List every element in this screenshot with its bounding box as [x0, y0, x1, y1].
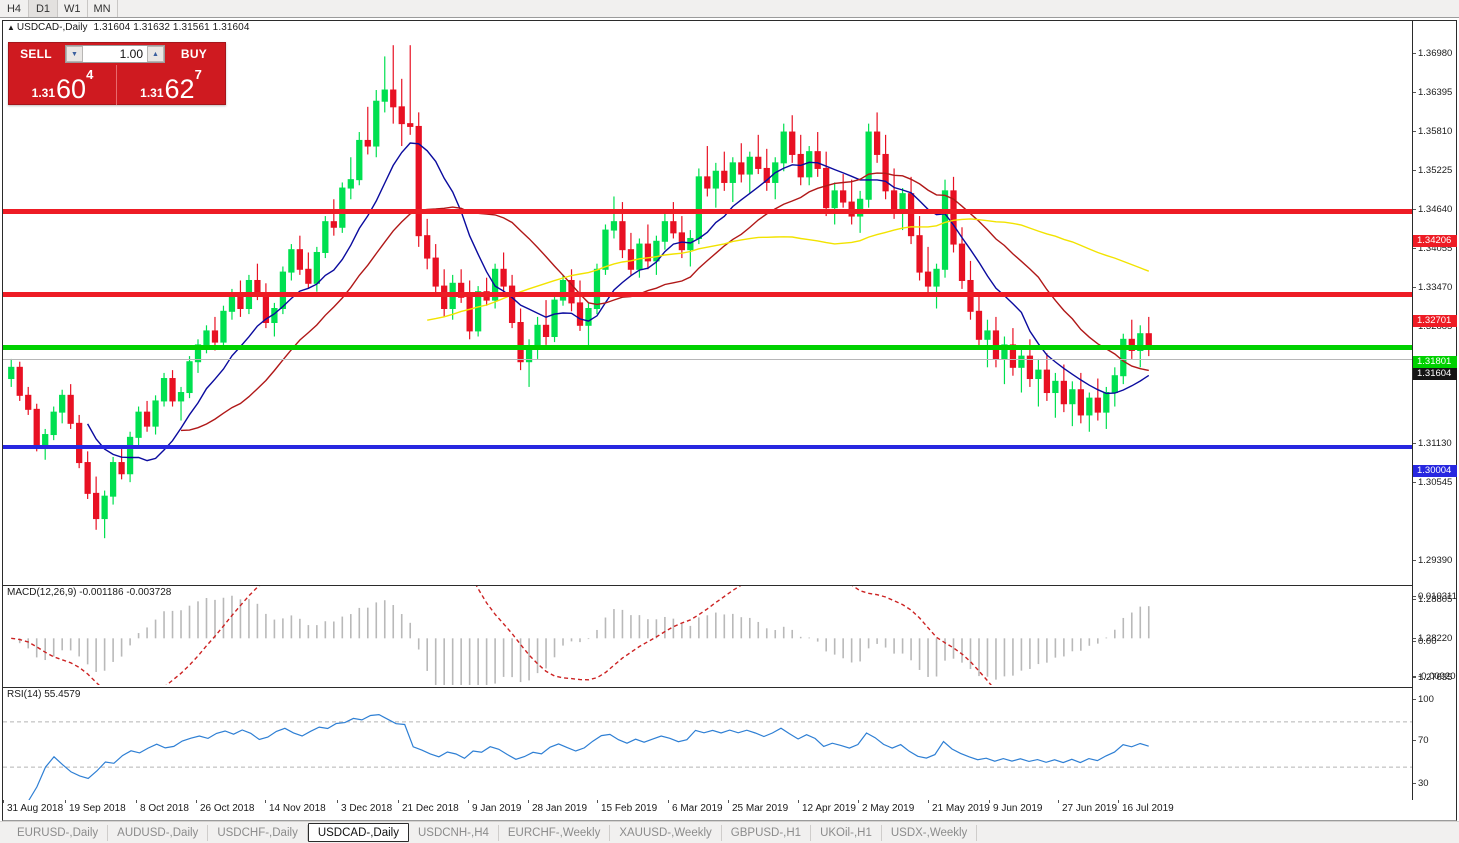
sell-price-prefix: 1.31 [31, 86, 56, 100]
sell-price-main: 60 [56, 74, 87, 104]
timeframe-toolbar: H4 D1 W1 MN [0, 0, 1459, 18]
chart-tabs-bar: EURUSD-,Daily AUDUSD-,Daily USDCHF-,Daily U… [0, 821, 1459, 843]
chevron-down-icon[interactable]: ▼ [66, 46, 83, 62]
chart-frame: ▲ USDCAD-,Daily 1.31604 1.31632 1.31561 1.… [2, 20, 1457, 822]
date-label: 31 Aug 2018 [2, 800, 64, 814]
rsi-label: RSI(14) 55.4579 [7, 689, 81, 700]
date-label: 12 Apr 2019 [798, 800, 856, 814]
chart-tab-gbpusd[interactable]: GBPUSD-,H1 [722, 824, 812, 841]
level-line-support-blue[interactable] [3, 445, 1414, 449]
date-label: 2 May 2019 [857, 800, 915, 814]
price-tick: 1.30545 [1413, 477, 1457, 488]
date-label: 28 Jan 2019 [527, 800, 588, 814]
level-line-support-green[interactable] [3, 345, 1414, 350]
rsi-plot [3, 713, 1414, 801]
date-axis: 31 Aug 2018 19 Sep 2018 8 Oct 2018 26 Oct 2… [2, 800, 1457, 821]
sell-price-fraction: 4 [86, 67, 94, 82]
timeframe-w1[interactable]: W1 [58, 0, 88, 17]
chart-tab-usdx[interactable]: USDX-,Weekly [882, 824, 978, 841]
price-tick: 1.34055 [1413, 243, 1457, 254]
level-line-resistance-1[interactable] [3, 209, 1414, 214]
chart-symbol-title: USDCAD-,Daily [16, 22, 88, 33]
chart-tab-eurusd[interactable]: EURUSD-,Daily [8, 824, 109, 841]
price-tick: 1.28805 [1413, 594, 1457, 605]
buy-price-display[interactable]: 1.31 62 7 [117, 65, 225, 105]
lot-size-stepper[interactable]: ▼ 1.00 ▲ [65, 45, 165, 63]
buy-button[interactable]: BUY [180, 47, 208, 61]
date-label: 9 Jun 2019 [989, 800, 1043, 814]
timeframe-d1[interactable]: D1 [29, 0, 58, 17]
chart-tab-usdcnh[interactable]: USDCNH-,H4 [409, 824, 499, 841]
chart-ohlc-values: 1.31604 1.31632 1.31561 1.31604 [93, 22, 250, 33]
price-tick: 1.29390 [1413, 555, 1457, 566]
rsi-tick: 100 [1413, 694, 1457, 705]
candlestick-plot [8, 45, 1152, 539]
triangle-up-icon[interactable]: ▲ [7, 23, 15, 32]
date-label: 9 Jan 2019 [468, 800, 522, 814]
date-label: 3 Dec 2018 [336, 800, 393, 814]
price-tick: 1.35810 [1413, 126, 1457, 137]
buy-price-prefix: 1.31 [140, 86, 164, 100]
date-label: 16 Jul 2019 [1118, 800, 1174, 814]
trade-controls-row: SELL ▼ 1.00 ▲ BUY [9, 43, 225, 65]
price-badge-blue: 1.30004 [1413, 465, 1457, 477]
lot-size-input[interactable]: 1.00 [83, 47, 147, 61]
buy-price-fraction: 7 [194, 67, 202, 82]
price-badge-red: 1.34206 [1413, 235, 1457, 247]
price-tick: 1.36395 [1413, 87, 1457, 98]
price-badge-black: 1.31604 [1413, 368, 1457, 380]
chevron-up-icon[interactable]: ▲ [147, 46, 164, 62]
macd-tick: 0.00 [1413, 636, 1457, 647]
price-pane[interactable] [3, 34, 1414, 583]
chart-tab-usdchf[interactable]: USDCHF-,Daily [208, 824, 308, 841]
macd-pane[interactable]: MACD(12,26,9) -0.001186 -0.003728 [3, 585, 1414, 685]
date-label: 8 Oct 2018 [136, 800, 189, 814]
macd-tick: -0.00920 [1413, 671, 1457, 682]
rsi-tick: 30 [1413, 778, 1457, 789]
level-line-resistance-2[interactable] [3, 292, 1414, 297]
buy-price-main: 62 [164, 74, 195, 104]
date-label: 21 May 2019 [928, 800, 990, 814]
price-tick: 1.34640 [1413, 204, 1457, 215]
price-tick: 1.33470 [1413, 282, 1457, 293]
date-label: 15 Feb 2019 [596, 800, 658, 814]
macd-tick: 0.010311 [1413, 591, 1457, 602]
price-badge-green: 1.31801 [1413, 356, 1457, 368]
macd-plot [11, 586, 1150, 685]
timeframe-h4[interactable]: H4 [0, 0, 29, 17]
chart-tab-eurchf[interactable]: EURCHF-,Weekly [499, 824, 611, 841]
sell-price-display[interactable]: 1.31 60 4 [9, 65, 117, 105]
one-click-trading-panel: SELL ▼ 1.00 ▲ BUY 1.31 60 4 1.31 62 7 [8, 42, 226, 105]
timeframe-mn[interactable]: MN [87, 0, 118, 17]
date-label: 27 Jun 2019 [1057, 800, 1118, 814]
macd-label: MACD(12,26,9) -0.001186 -0.003728 [7, 587, 172, 598]
price-tick: 1.35225 [1413, 165, 1457, 176]
chart-tab-usdcad[interactable]: USDCAD-,Daily [307, 823, 409, 842]
date-label: 21 Dec 2018 [398, 800, 459, 814]
chart-tab-ukoil[interactable]: UKOil-,H1 [811, 824, 882, 841]
date-label: 14 Nov 2018 [265, 800, 326, 814]
current-price-line [3, 359, 1414, 360]
chart-tab-audusd[interactable]: AUDUSD-,Daily [108, 824, 209, 841]
price-scale[interactable]: 1.36980 1.36395 1.35810 1.35225 1.34640 1.340… [1412, 21, 1457, 822]
chart-tab-xauusd[interactable]: XAUUSD-,Weekly [610, 824, 722, 841]
rsi-tick: 70 [1413, 735, 1457, 746]
rsi-pane[interactable]: RSI(14) 55.4579 [3, 687, 1414, 801]
price-tick: 1.27635 [1413, 672, 1457, 683]
date-label: 19 Sep 2018 [65, 800, 126, 814]
price-badge-red: 1.32701 [1413, 315, 1457, 327]
price-quote-row: 1.31 60 4 1.31 62 7 [9, 65, 225, 105]
sell-button[interactable]: SELL [20, 47, 52, 61]
date-label: 26 Oct 2018 [195, 800, 255, 814]
chart-header: ▲ USDCAD-,Daily 1.31604 1.31632 1.31561 1.… [3, 21, 1456, 34]
price-tick: 1.31130 [1413, 438, 1457, 449]
price-tick: 1.28220 [1413, 633, 1457, 644]
price-tick: 1.36980 [1413, 48, 1457, 59]
date-label: 25 Mar 2019 [727, 800, 789, 814]
date-label: 6 Mar 2019 [668, 800, 723, 814]
